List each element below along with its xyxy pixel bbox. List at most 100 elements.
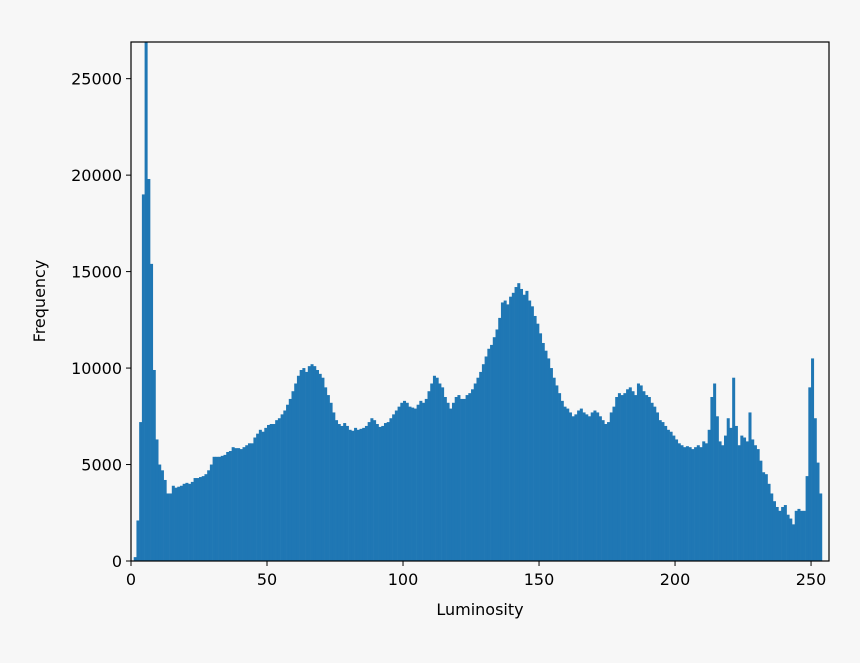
bar (218, 456, 222, 561)
bar (234, 448, 238, 561)
bar (435, 377, 439, 561)
bar (462, 398, 466, 561)
bar (343, 423, 347, 561)
x-tick-label: 100 (388, 570, 419, 589)
bar (688, 447, 692, 561)
bar (680, 445, 684, 561)
bar (446, 402, 450, 561)
bar (811, 358, 815, 561)
bar (454, 397, 458, 561)
bar (732, 377, 736, 561)
bar (661, 422, 665, 561)
bar (389, 418, 393, 561)
bar (441, 387, 445, 561)
bar (666, 429, 670, 561)
bar (362, 427, 366, 561)
bar (718, 441, 722, 561)
bar (133, 557, 137, 561)
bar (568, 412, 572, 561)
bar (468, 393, 472, 561)
bar (539, 333, 543, 561)
bar (419, 400, 423, 561)
bar (383, 423, 387, 561)
y-tick-label: 5000 (81, 456, 122, 475)
bar (713, 383, 717, 561)
bar (228, 451, 232, 561)
bar (321, 377, 325, 561)
bar (226, 451, 230, 561)
bar (503, 300, 507, 561)
bar (212, 456, 216, 561)
bar (734, 425, 738, 561)
bar (258, 429, 262, 561)
bar (596, 412, 600, 561)
bar (432, 375, 436, 561)
bar (465, 395, 469, 561)
y-tick-label: 10000 (71, 359, 122, 378)
bar (373, 420, 377, 561)
bar (307, 366, 311, 561)
bar (726, 418, 730, 561)
y-tick-label: 20000 (71, 166, 122, 185)
bar (653, 406, 657, 561)
bar (484, 356, 488, 561)
bar (724, 435, 728, 561)
bar (356, 429, 360, 561)
bar (639, 385, 643, 561)
bar (272, 424, 276, 561)
bar (302, 368, 306, 561)
y-tick-label: 0 (112, 552, 122, 571)
bar (479, 371, 483, 561)
bar (607, 422, 611, 561)
bar (288, 398, 292, 561)
bar (519, 288, 524, 561)
bar (699, 447, 703, 561)
bar (528, 300, 532, 561)
bar (150, 263, 154, 561)
bar (451, 402, 456, 561)
bar (305, 371, 309, 561)
bar (237, 448, 241, 561)
bar (147, 178, 151, 561)
x-axis-label: Luminosity (436, 600, 523, 619)
bar (772, 501, 776, 561)
y-tick-label: 15000 (71, 263, 122, 282)
bar (819, 493, 823, 561)
x-tick-label: 150 (524, 570, 555, 589)
bar (291, 391, 295, 561)
bar (239, 449, 243, 561)
bar (294, 383, 298, 561)
bar (805, 476, 809, 561)
bar (631, 391, 635, 561)
bar (707, 429, 711, 561)
bar (158, 464, 162, 561)
bar (351, 430, 355, 561)
bar (144, 42, 148, 561)
bar (775, 506, 779, 561)
bar (620, 395, 624, 561)
bar (571, 416, 575, 561)
bar (174, 487, 178, 561)
bar (517, 283, 521, 561)
bar (354, 427, 358, 561)
bar (783, 505, 787, 561)
bar (675, 439, 679, 561)
bar (781, 506, 785, 561)
bar (786, 514, 790, 561)
bar (609, 412, 613, 561)
bar (492, 337, 496, 561)
bar (392, 414, 396, 561)
x-tick-label: 200 (660, 570, 691, 589)
bar (220, 455, 224, 561)
bar (201, 476, 205, 561)
bar (166, 493, 170, 561)
bar (778, 510, 782, 561)
bar (577, 410, 581, 561)
y-axis-label: Frequency (30, 260, 49, 343)
bar (430, 383, 434, 561)
bar (443, 397, 447, 561)
bar (650, 402, 654, 561)
bar (280, 414, 284, 561)
bar (188, 483, 192, 561)
bar (598, 416, 602, 561)
